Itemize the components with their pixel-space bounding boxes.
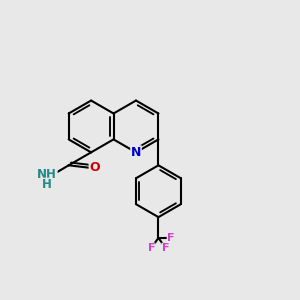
Text: H: H [42,178,52,191]
Text: O: O [89,161,100,174]
Text: F: F [148,243,155,253]
Text: F: F [162,243,169,253]
Text: N: N [131,146,141,159]
Text: NH: NH [37,168,57,181]
Text: F: F [167,233,175,243]
